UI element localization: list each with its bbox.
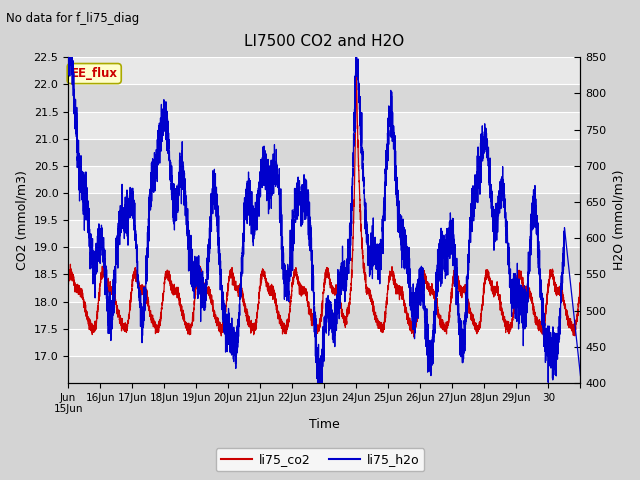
Bar bbox=[68, 166, 580, 193]
Y-axis label: H2O (mmol/m3): H2O (mmol/m3) bbox=[612, 170, 625, 270]
Bar bbox=[68, 301, 580, 329]
Bar bbox=[68, 84, 580, 111]
Y-axis label: CO2 (mmol/m3): CO2 (mmol/m3) bbox=[15, 170, 28, 270]
Bar bbox=[68, 193, 580, 220]
Bar bbox=[68, 57, 580, 84]
Bar bbox=[68, 111, 580, 139]
Bar bbox=[68, 275, 580, 301]
Text: EE_flux: EE_flux bbox=[70, 67, 118, 80]
Title: LI7500 CO2 and H2O: LI7500 CO2 and H2O bbox=[244, 34, 404, 49]
Legend: li75_co2, li75_h2o: li75_co2, li75_h2o bbox=[216, 448, 424, 471]
Bar bbox=[68, 329, 580, 356]
Bar bbox=[68, 247, 580, 275]
Bar bbox=[68, 220, 580, 247]
Bar bbox=[68, 139, 580, 166]
X-axis label: Time: Time bbox=[309, 419, 340, 432]
Text: No data for f_li75_diag: No data for f_li75_diag bbox=[6, 12, 140, 25]
Bar bbox=[68, 356, 580, 383]
